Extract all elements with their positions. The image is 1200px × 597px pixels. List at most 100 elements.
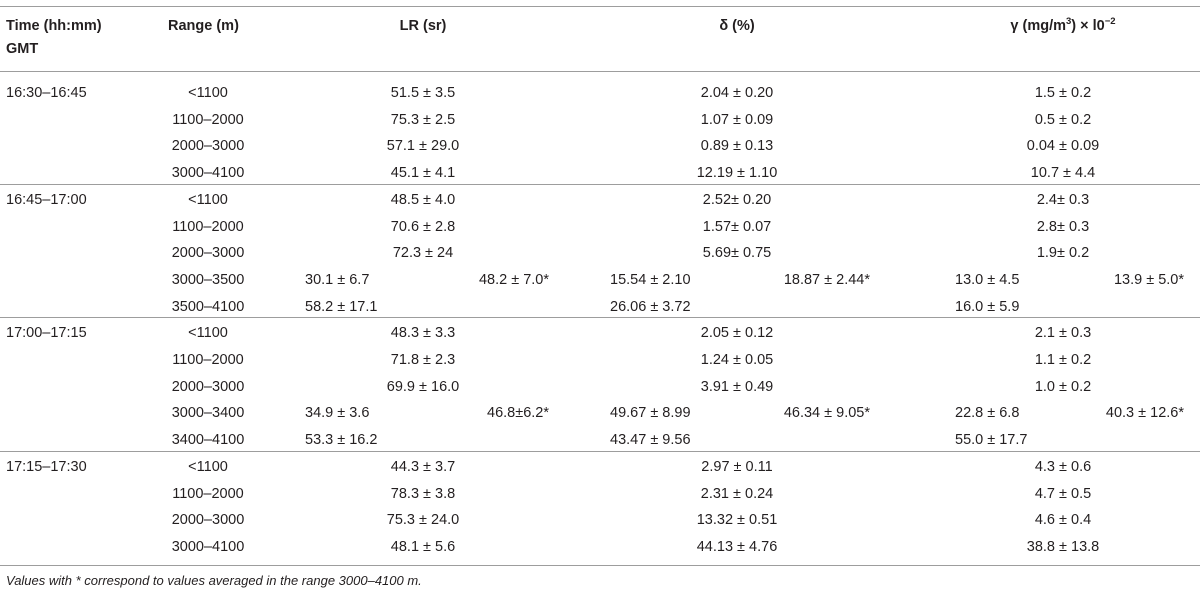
delta-cell: 1.57± 0.07 bbox=[702, 219, 772, 235]
delta-cell: 26.06 ± 3.72 bbox=[610, 299, 691, 315]
gamma-cell: 2.4± 0.3 bbox=[1036, 192, 1090, 208]
lr-cell: 53.3 ± 16.2 bbox=[305, 432, 378, 448]
gamma-cell: 13.0 ± 4.5 bbox=[955, 272, 1020, 288]
header-gamma-pre: γ (mg/m bbox=[1010, 18, 1066, 34]
delta-cell: 13.32 ± 0.51 bbox=[696, 512, 778, 528]
top-rule bbox=[0, 6, 1200, 7]
delta-cell: 1.07 ± 0.09 bbox=[700, 112, 774, 128]
bottom-rule bbox=[0, 565, 1200, 566]
delta-cell: 2.31 ± 0.24 bbox=[700, 486, 774, 502]
delta-cell: 12.19 ± 1.10 bbox=[696, 165, 778, 181]
gamma-cell: 1.5 ± 0.2 bbox=[1034, 85, 1092, 101]
lr-cell: 48.5 ± 4.0 bbox=[390, 192, 456, 208]
gamma-cell: 2.8± 0.3 bbox=[1036, 219, 1090, 235]
header-gamma-exp: −2 bbox=[1104, 16, 1116, 27]
header-rule bbox=[0, 71, 1200, 72]
range-cell: 2000–3000 bbox=[171, 138, 245, 154]
delta-cell: 2.52± 0.20 bbox=[702, 192, 772, 208]
delta-cell: 0.89 ± 0.13 bbox=[700, 138, 774, 154]
lr-cell: 34.9 ± 3.6 bbox=[305, 405, 370, 421]
group-rule bbox=[0, 317, 1200, 318]
range-cell: 3000–3500 bbox=[171, 272, 245, 288]
range-cell: <1100 bbox=[188, 325, 228, 341]
lr-averaged-cell: 46.8±6.2* bbox=[487, 405, 549, 421]
lr-cell: 51.5 ± 3.5 bbox=[390, 85, 456, 101]
lr-cell: 45.1 ± 4.1 bbox=[390, 165, 456, 181]
lr-cell: 72.3 ± 24 bbox=[392, 245, 454, 261]
gamma-averaged-cell: 40.3 ± 12.6* bbox=[1105, 405, 1184, 421]
gamma-cell: 22.8 ± 6.8 bbox=[955, 405, 1020, 421]
gamma-cell: 55.0 ± 17.7 bbox=[955, 432, 1028, 448]
lr-cell: 30.1 ± 6.7 bbox=[305, 272, 370, 288]
group-rule bbox=[0, 451, 1200, 452]
range-cell: 2000–3000 bbox=[171, 245, 245, 261]
range-cell: <1100 bbox=[188, 192, 228, 208]
gamma-cell: 10.7 ± 4.4 bbox=[1030, 165, 1096, 181]
gamma-cell: 38.8 ± 13.8 bbox=[1026, 539, 1100, 555]
delta-cell: 5.69± 0.75 bbox=[702, 245, 772, 261]
delta-cell: 49.67 ± 8.99 bbox=[610, 405, 691, 421]
gamma-cell: 4.7 ± 0.5 bbox=[1034, 486, 1092, 502]
gamma-averaged-cell: 13.9 ± 5.0* bbox=[1113, 272, 1184, 288]
range-cell: 1100–2000 bbox=[172, 486, 244, 502]
gamma-cell: 1.1 ± 0.2 bbox=[1034, 352, 1092, 368]
gamma-cell: 0.5 ± 0.2 bbox=[1034, 112, 1092, 128]
header-gamma-sup: 3 bbox=[1066, 16, 1072, 27]
header-delta: δ (%) bbox=[719, 18, 755, 34]
gamma-cell: 1.9± 0.2 bbox=[1036, 245, 1090, 261]
delta-cell: 2.05 ± 0.12 bbox=[700, 325, 774, 341]
gamma-cell: 2.1 ± 0.3 bbox=[1034, 325, 1092, 341]
lr-cell: 48.1 ± 5.6 bbox=[390, 539, 456, 555]
range-cell: 3000–3400 bbox=[171, 405, 245, 421]
lr-cell: 58.2 ± 17.1 bbox=[305, 299, 378, 315]
gamma-cell: 4.6 ± 0.4 bbox=[1034, 512, 1092, 528]
time-cell: 17:15–17:30 bbox=[6, 459, 87, 475]
lr-cell: 71.8 ± 2.3 bbox=[390, 352, 456, 368]
header-time-line1: Time (hh:mm) bbox=[6, 18, 102, 34]
time-cell: 17:00–17:15 bbox=[6, 325, 87, 341]
gamma-cell: 1.0 ± 0.2 bbox=[1034, 379, 1092, 395]
range-cell: 3000–4100 bbox=[171, 539, 245, 555]
header-lr: LR (sr) bbox=[399, 18, 447, 34]
range-cell: 1100–2000 bbox=[172, 219, 244, 235]
lr-cell: 69.9 ± 16.0 bbox=[386, 379, 460, 395]
group-rule bbox=[0, 184, 1200, 185]
delta-cell: 3.91 ± 0.49 bbox=[700, 379, 774, 395]
lr-cell: 48.3 ± 3.3 bbox=[390, 325, 456, 341]
delta-cell: 2.97 ± 0.11 bbox=[701, 459, 773, 475]
header-gamma: γ (mg/m3) × l0−2 bbox=[1010, 17, 1115, 35]
range-cell: 1100–2000 bbox=[172, 112, 244, 128]
lr-cell: 70.6 ± 2.8 bbox=[390, 219, 456, 235]
lr-cell: 44.3 ± 3.7 bbox=[390, 459, 456, 475]
delta-cell: 2.04 ± 0.20 bbox=[700, 85, 774, 101]
time-cell: 16:45–17:00 bbox=[6, 192, 87, 208]
header-time: Time (hh:mm) GMT bbox=[6, 17, 102, 58]
range-cell: <1100 bbox=[188, 459, 228, 475]
delta-averaged-cell: 18.87 ± 2.44* bbox=[783, 272, 870, 288]
header-range: Range (m) bbox=[168, 18, 239, 34]
delta-cell: 44.13 ± 4.76 bbox=[696, 539, 778, 555]
delta-averaged-cell: 46.34 ± 9.05* bbox=[783, 405, 870, 421]
lr-cell: 75.3 ± 24.0 bbox=[386, 512, 460, 528]
range-cell: 2000–3000 bbox=[171, 512, 245, 528]
delta-cell: 15.54 ± 2.10 bbox=[610, 272, 691, 288]
header-time-line2: GMT bbox=[6, 41, 39, 57]
range-cell: 1100–2000 bbox=[172, 352, 244, 368]
lr-cell: 75.3 ± 2.5 bbox=[390, 112, 456, 128]
gamma-cell: 16.0 ± 5.9 bbox=[955, 299, 1020, 315]
range-cell: 3500–4100 bbox=[171, 299, 245, 315]
table-footnote: Values with * correspond to values avera… bbox=[6, 573, 422, 588]
gamma-cell: 0.04 ± 0.09 bbox=[1026, 138, 1100, 154]
time-cell: 16:30–16:45 bbox=[6, 85, 87, 101]
range-cell: 2000–3000 bbox=[171, 379, 245, 395]
delta-cell: 43.47 ± 9.56 bbox=[610, 432, 691, 448]
delta-cell: 1.24 ± 0.05 bbox=[700, 352, 774, 368]
range-cell: 3400–4100 bbox=[171, 432, 245, 448]
gamma-cell: 4.3 ± 0.6 bbox=[1034, 459, 1092, 475]
range-cell: <1100 bbox=[188, 85, 228, 101]
range-cell: 3000–4100 bbox=[171, 165, 245, 181]
lr-cell: 57.1 ± 29.0 bbox=[386, 138, 460, 154]
lr-averaged-cell: 48.2 ± 7.0* bbox=[478, 272, 549, 288]
lr-cell: 78.3 ± 3.8 bbox=[390, 486, 456, 502]
header-gamma-mid: ) × l0 bbox=[1071, 18, 1105, 34]
